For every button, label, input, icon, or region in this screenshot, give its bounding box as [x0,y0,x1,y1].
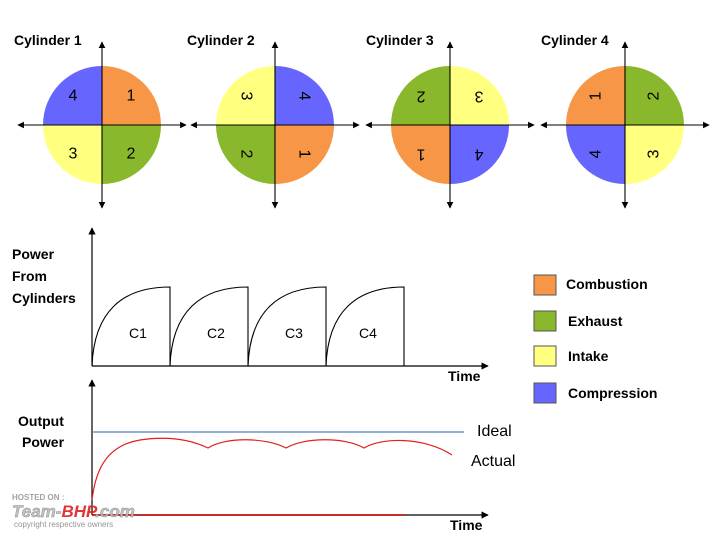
cylinder-3-quadrant-tl [391,66,450,125]
cylinder-4-title: Cylinder 4 [541,32,609,48]
legend-label-combustion: Combustion [566,276,648,292]
legend-label-compression: Compression [568,385,657,401]
actual-line [91,437,453,501]
watermark-brand-c: .com [95,502,135,521]
power-pulse-label-3: C3 [285,325,303,341]
power-pulse-1 [91,286,171,367]
power-pulses: C1 C2 C3 C4 [91,286,405,367]
cylinder-1-quadrant-tr [102,66,161,125]
cylinder-1-diagram: 4 1 3 2 [17,41,187,209]
watermark-brand: Team-BHP.com [12,502,135,521]
legend: Combustion Exhaust Intake Compression [533,274,657,404]
cylinder-3-quadrant-br [450,125,509,184]
cylinder-1-stroke-number: 4 [69,88,78,105]
output-xlabel: Time [450,517,483,533]
cylinder-2-diagram: 3 4 2 1 [190,41,360,209]
power-pulse-4 [325,286,405,367]
cylinder-3-title: Cylinder 3 [366,32,434,48]
cylinder-3-stroke-number: 1 [416,146,425,163]
cylinder-2-quadrant-tr [275,66,334,125]
cylinders-group: 4 1 3 2 3 4 2 1 2 3 1 4 1 2 4 3 [17,41,710,209]
legend-swatch-exhaust [533,310,557,332]
cylinder-2-stroke-number: 3 [238,92,255,101]
cylinder-2-quadrant-br [275,125,334,184]
cylinder-2-title: Cylinder 2 [187,32,255,48]
cylinder-4-quadrant-bl [566,125,625,184]
cylinder-3-stroke-number: 2 [416,88,425,105]
watermark-logo: HOSTED ON : Team-BHP.com copyright respe… [12,493,135,529]
cylinder-2-quadrant-bl [216,125,275,184]
cylinder-4-stroke-number: 1 [588,91,605,100]
cylinder-4-quadrant-tl [566,66,625,125]
power-pulse-3 [247,286,327,367]
cylinder-2-stroke-number: 4 [296,92,313,101]
legend-label-exhaust: Exhaust [568,313,623,329]
cylinder-4-diagram: 1 2 4 3 [540,41,710,209]
power-pulse-label-1: C1 [129,325,147,341]
legend-swatch-combustion [533,274,557,296]
power-pulse-2 [169,286,249,367]
cylinder-3-diagram: 2 3 1 4 [365,41,535,209]
power-graph: Power From Cylinders Time C1 C2 C3 C4 [12,227,489,384]
watermark-brand-b: BHP [61,502,98,521]
cylinder-1-stroke-number: 3 [69,146,78,163]
power-ylabel-line1: Power [12,246,55,262]
cylinder-3-stroke-number: 4 [474,146,483,163]
watermark-brand-a: Team- [12,502,62,521]
power-pulse-label-2: C2 [207,325,225,341]
cylinder-4-stroke-number: 3 [646,149,663,158]
cylinder-3-quadrant-bl [391,125,450,184]
output-ylabel-line2: Power [22,434,65,450]
cylinder-4-quadrant-tr [625,66,684,125]
cylinder-1-title: Cylinder 1 [14,32,82,48]
output-ylabel-line1: Output [18,413,64,429]
actual-label: Actual [471,453,515,470]
cylinder-1-quadrant-br [102,125,161,184]
cylinder-2-quadrant-tl [216,66,275,125]
ideal-label: Ideal [477,423,512,440]
watermark-copyright: copyright respective owners [14,520,113,529]
cylinder-4-stroke-number: 2 [646,91,663,100]
cylinder-3-stroke-number: 3 [474,88,483,105]
cylinder-4-stroke-number: 4 [588,149,605,158]
output-graph: Output Power Time Ideal Actual [18,379,515,533]
legend-swatch-compression [533,382,557,404]
cylinder-1-stroke-number: 1 [127,88,136,105]
legend-label-intake: Intake [568,348,609,364]
cylinder-2-stroke-number: 2 [238,150,255,159]
cylinder-1-quadrant-bl [43,125,102,184]
cylinder-1-quadrant-tl [43,66,102,125]
watermark-hosted: HOSTED ON : [12,493,64,502]
power-pulse-label-4: C4 [359,325,377,341]
power-ylabel-line2: From [12,268,47,284]
cylinder-3-quadrant-tr [450,66,509,125]
legend-swatch-intake [533,345,557,367]
cylinder-2-stroke-number: 1 [296,150,313,159]
cylinder-4-quadrant-br [625,125,684,184]
power-ylabel-line3: Cylinders [12,290,76,306]
cylinder-1-stroke-number: 2 [127,146,136,163]
power-xlabel: Time [448,368,481,384]
